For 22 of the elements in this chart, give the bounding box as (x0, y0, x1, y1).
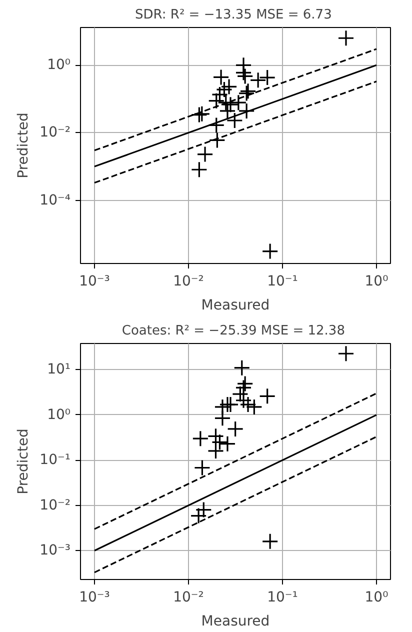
x-tick-label: 10⁰ (364, 590, 389, 606)
y-tick-label: 10¹ (47, 362, 71, 378)
y-axis-title: Predicted (16, 112, 32, 178)
y-tick-label: 10⁻¹ (40, 452, 71, 468)
x-tick-label: 10⁻¹ (267, 590, 298, 606)
x-axis-title: Measured (201, 614, 270, 630)
chart-title: Coates: R² = −25.39 MSE = 12.38 (122, 324, 345, 338)
y-axis-title: Predicted (16, 428, 32, 494)
y-tick-label: 10⁻³ (40, 542, 71, 559)
x-tick-label: 10⁰ (364, 274, 389, 290)
chart-title: SDR: R² = −13.35 MSE = 6.73 (135, 8, 332, 22)
x-tick-label: 10⁻² (173, 590, 204, 606)
x-tick-label: 10⁻² (173, 274, 204, 290)
y-tick-label: 10⁻² (40, 497, 71, 514)
x-axis-title: Measured (201, 298, 270, 314)
y-tick-label: 10⁰ (47, 406, 71, 423)
x-tick-label: 10⁻³ (79, 590, 110, 606)
y-tick-label: 10⁻⁴ (40, 192, 71, 208)
x-tick-label: 10⁻³ (79, 274, 110, 290)
y-tick-label: 10⁰ (47, 57, 71, 74)
y-tick-label: 10⁻² (40, 124, 71, 141)
x-tick-label: 10⁻¹ (267, 274, 298, 290)
